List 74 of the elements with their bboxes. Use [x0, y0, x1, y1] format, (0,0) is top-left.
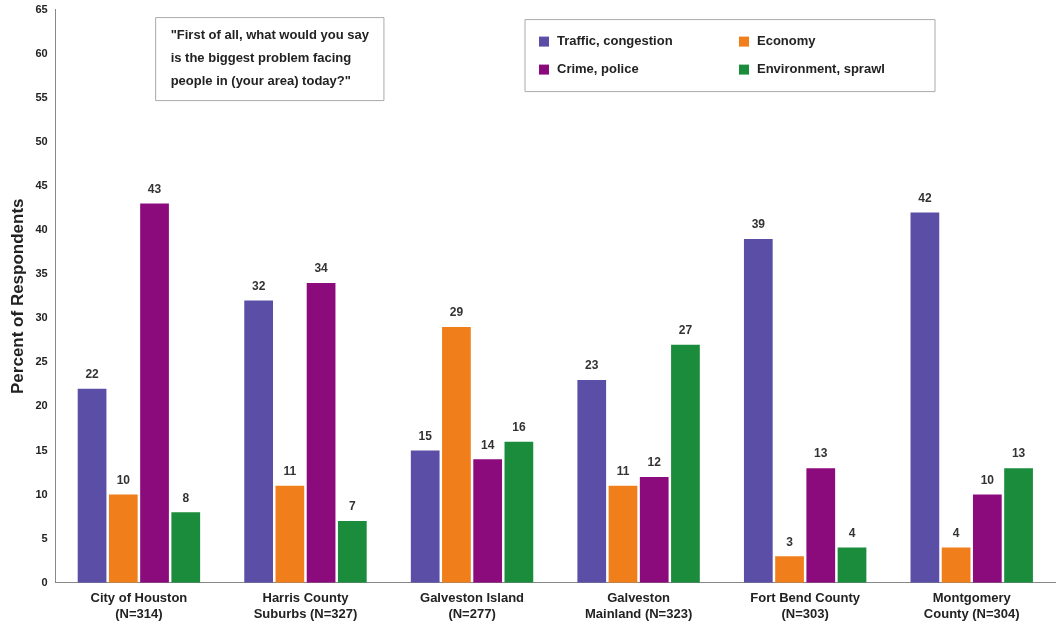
- y-tick-label: 45: [35, 179, 48, 191]
- y-tick-label: 60: [35, 46, 48, 59]
- data-label: 22: [85, 367, 100, 382]
- bar: [806, 468, 836, 583]
- bar: [171, 512, 201, 583]
- data-label: 29: [449, 305, 464, 320]
- data-label: 14: [480, 437, 495, 452]
- y-tick-label: 50: [35, 134, 48, 147]
- y-tick-label: 5: [41, 531, 48, 544]
- y-tick-label: 55: [35, 90, 48, 103]
- data-label: 23: [585, 358, 599, 373]
- legend-label: Economy: [757, 33, 817, 49]
- data-label: 10: [980, 472, 995, 487]
- data-label: 15: [418, 428, 433, 443]
- legend-label: Environment, sprawl: [757, 61, 885, 77]
- bar: [837, 547, 867, 583]
- y-tick-label: 40: [35, 223, 48, 236]
- y-tick-label: 10: [35, 487, 48, 500]
- data-label: 4: [952, 525, 960, 540]
- y-tick-label: 25: [35, 355, 48, 368]
- data-label: 11: [283, 464, 297, 479]
- bar: [442, 327, 471, 583]
- legend-label: Crime, police: [557, 61, 639, 77]
- x-tick-label: Montgomery County (N=304): [923, 590, 1020, 621]
- data-label: 10: [116, 472, 131, 487]
- bar: [743, 238, 773, 583]
- data-label: 7: [348, 499, 356, 514]
- data-label: 32: [251, 278, 266, 293]
- data-label: 16: [512, 420, 526, 435]
- bar: [671, 344, 700, 583]
- data-label: 12: [647, 455, 662, 470]
- bar: [941, 547, 971, 583]
- data-label: 27: [678, 323, 693, 338]
- annotation: "First of all, what would you say is the biggest problem facing people in (your area) today?": [170, 27, 370, 89]
- bar: [337, 521, 367, 583]
- bar: [1004, 468, 1033, 583]
- bar: [108, 494, 138, 583]
- bar: [504, 441, 534, 583]
- y-tick-label: 30: [35, 311, 48, 324]
- bar: [244, 300, 273, 583]
- y-tick-label: 20: [35, 399, 48, 412]
- data-label: 8: [182, 490, 190, 505]
- bar: [140, 203, 169, 583]
- bar: [473, 459, 503, 583]
- bar: [577, 379, 607, 583]
- bar: [639, 476, 669, 583]
- y-tick-label: 0: [41, 575, 48, 588]
- bar: [410, 450, 440, 583]
- bar: [910, 212, 940, 583]
- legend-label: Traffic, congestion: [557, 33, 673, 49]
- data-label: 13: [814, 446, 828, 461]
- bar: [775, 556, 804, 583]
- y-tick-label: 15: [35, 443, 48, 456]
- bar: [972, 494, 1002, 583]
- data-label: 34: [314, 261, 329, 276]
- x-tick-label: Galveston Island (N=277): [420, 590, 525, 621]
- data-label: 11: [616, 464, 630, 479]
- y-axis-title: Percent of Respondents: [7, 198, 27, 394]
- x-tick-label: City of Houston (N=314): [90, 590, 188, 621]
- y-tick-label: 65: [35, 2, 48, 15]
- data-label: 3: [786, 534, 794, 549]
- bar: [306, 282, 336, 583]
- x-tick-label: Galveston Mainland (N=323): [584, 590, 693, 621]
- data-label: 42: [918, 190, 932, 205]
- data-label: 4: [848, 525, 856, 540]
- bar: [608, 485, 638, 583]
- data-label: 43: [147, 181, 162, 196]
- x-tick-label: Fort Bend County (N=303): [750, 590, 861, 621]
- data-label: 39: [751, 217, 766, 232]
- y-tick-label: 35: [35, 267, 48, 280]
- x-tick-label: Harris County Suburbs (N=327): [253, 590, 358, 621]
- bar: [275, 485, 305, 583]
- data-label: 13: [1011, 446, 1026, 461]
- bar: [77, 388, 107, 583]
